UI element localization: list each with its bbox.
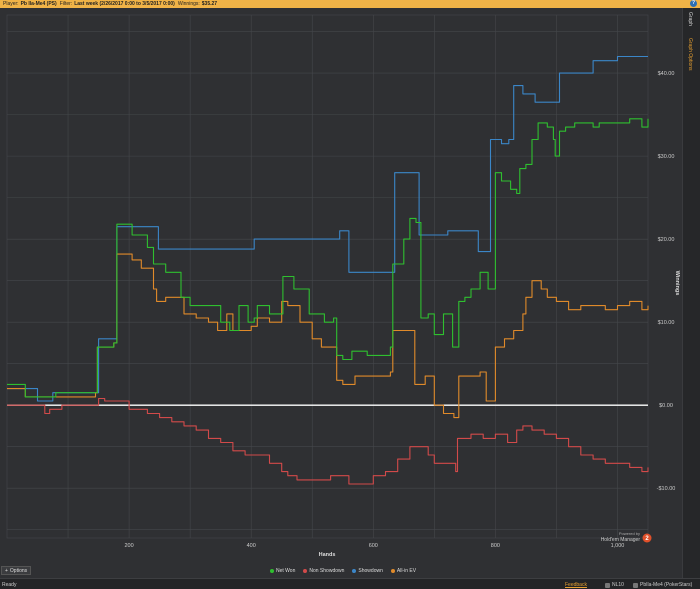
chart-ticks: 200 400 600 800 1,000 -$10.00 $0.00 $10.00 $20.0…: [125, 71, 676, 549]
side-tab-strip: Graph Graph Options: [682, 8, 700, 578]
legend-net-won[interactable]: Net Won: [270, 568, 295, 574]
y-tick-label: $20.00: [658, 237, 675, 243]
series-line-all-in-ev: [7, 253, 649, 419]
player-name: PbIla-Me4 (PokerStars): [640, 582, 693, 588]
branding: Powered by Hold'em Manager 2: [601, 531, 652, 543]
y-tick-label: -$10.00: [657, 486, 676, 492]
winnings-chart: 200 400 600 800 1,000 -$10.00 $0.00 $10.00 $20.0…: [6, 14, 680, 558]
y-tick-label: $30.00: [658, 154, 675, 160]
table-icon: [605, 582, 610, 588]
graph-panel: 200 400 600 800 1,000 -$10.00 $0.00 $10.00 $20.0…: [0, 8, 682, 566]
options-button[interactable]: + Options: [1, 566, 32, 575]
legend-showdown[interactable]: Showdown: [352, 567, 383, 574]
x-tick-label: 200: [125, 543, 134, 549]
site-selector[interactable]: NL10: [605, 582, 624, 588]
y-tick-label: $0.00: [659, 403, 673, 409]
legend-all-in-ev[interactable]: All-in EV: [390, 567, 417, 574]
legend-non-showdown-label: Non Showdown: [309, 567, 345, 574]
player-selector[interactable]: PbIla-Me4 (PokerStars): [633, 582, 692, 588]
legend-net-won-label: Net Won: [276, 567, 296, 574]
series-line-net-won: [7, 118, 649, 398]
x-tick-label: 1,000: [611, 543, 625, 549]
expand-icon: +: [5, 567, 8, 574]
legend-all-in-ev-label: All-in EV: [396, 567, 417, 574]
branding-powered-by: Powered by: [619, 531, 640, 536]
feedback-link[interactable]: Feedback: [565, 582, 587, 588]
y-axis-label: Winnings: [674, 271, 680, 296]
help-icon[interactable]: ?: [690, 0, 697, 7]
tab-graph[interactable]: Graph: [687, 12, 693, 26]
chart-grid: [6, 14, 649, 539]
x-tick-label: 800: [491, 543, 500, 549]
y-tick-label: $40.00: [658, 71, 675, 77]
legend-showdown-label: Showdown: [358, 567, 383, 574]
winnings-label: Winnings:: [177, 1, 200, 7]
series-line-non-showdown: [7, 397, 649, 485]
site-label: NL10: [612, 582, 624, 588]
y-tick-label: $10.00: [658, 320, 675, 326]
legend-non-showdown[interactable]: Non Showdown: [303, 568, 344, 574]
plot-frame: [6, 14, 649, 539]
x-tick-label: 400: [247, 543, 256, 549]
x-axis-label: Hands: [319, 552, 336, 558]
status-text: Ready: [2, 582, 17, 588]
series-line-showdown: [7, 55, 648, 402]
user-icon: [633, 582, 638, 588]
filter-bar[interactable]: Player: Pb Ila-Me4 (PS) Filter: Last wee…: [0, 0, 700, 8]
player-label: Player:: [3, 1, 19, 7]
chart-legend: Net Won Non Showdown Showdown All-in EV: [270, 566, 416, 575]
options-label: Options: [9, 567, 28, 574]
player-value[interactable]: Pb Ila-Me4 (PS): [20, 1, 57, 7]
winnings-value: $35.27: [201, 1, 218, 7]
hm2-logo-icon: [642, 533, 652, 543]
status-bar: Ready Feedback NL10 PbIla-Me4 (PokerStar…: [0, 578, 700, 589]
filter-value[interactable]: Last week (2/26/2017 0:00 to 3/5/2017 0:…: [74, 1, 175, 7]
tab-graph-options[interactable]: Graph Options: [687, 38, 693, 71]
branding-product: Hold'em Manager: [601, 537, 641, 543]
hm2-logo-badge: 2: [645, 536, 649, 542]
chart-series: [7, 55, 649, 485]
x-tick-label: 600: [369, 543, 378, 549]
filter-label: Filter:: [59, 1, 73, 7]
